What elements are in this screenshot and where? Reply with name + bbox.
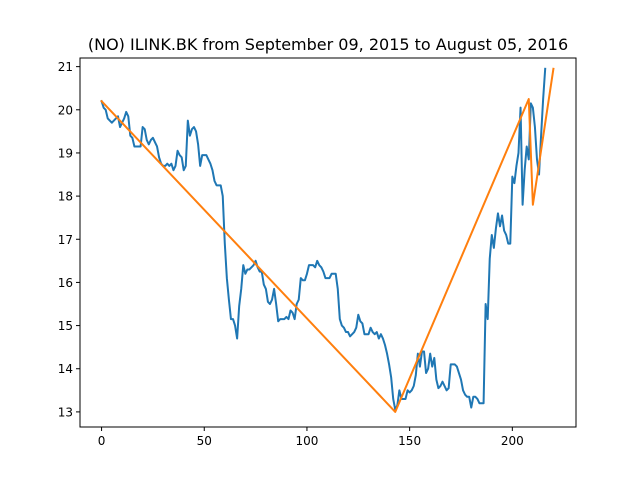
series-layer bbox=[100, 67, 555, 413]
y-tick-label: 17 bbox=[58, 233, 73, 247]
x-tick-label: 150 bbox=[398, 434, 421, 448]
series-line-1 bbox=[100, 67, 547, 411]
y-tick-label: 13 bbox=[58, 405, 73, 419]
y-tick-label: 16 bbox=[58, 276, 73, 290]
y-tick-label: 19 bbox=[58, 146, 73, 160]
series-line-2 bbox=[100, 67, 555, 413]
x-tick-label: 0 bbox=[98, 434, 106, 448]
plot-frame bbox=[79, 57, 577, 428]
y-tick-label: 18 bbox=[58, 190, 73, 204]
y-tick-label: 15 bbox=[58, 319, 73, 333]
x-tick-label: 100 bbox=[295, 434, 318, 448]
x-tick-label: 200 bbox=[501, 434, 524, 448]
chart-title: (NO) ILINK.BK from September 09, 2015 to… bbox=[88, 35, 568, 54]
y-tick-label: 14 bbox=[58, 362, 73, 376]
y-tick-label: 20 bbox=[58, 103, 73, 117]
axes-layer: 0 50 100 150 200 13 14 15 16 17 18 19 20 21 bbox=[58, 57, 577, 448]
y-tick-label: 21 bbox=[58, 60, 73, 74]
x-tick-label: 50 bbox=[197, 434, 212, 448]
